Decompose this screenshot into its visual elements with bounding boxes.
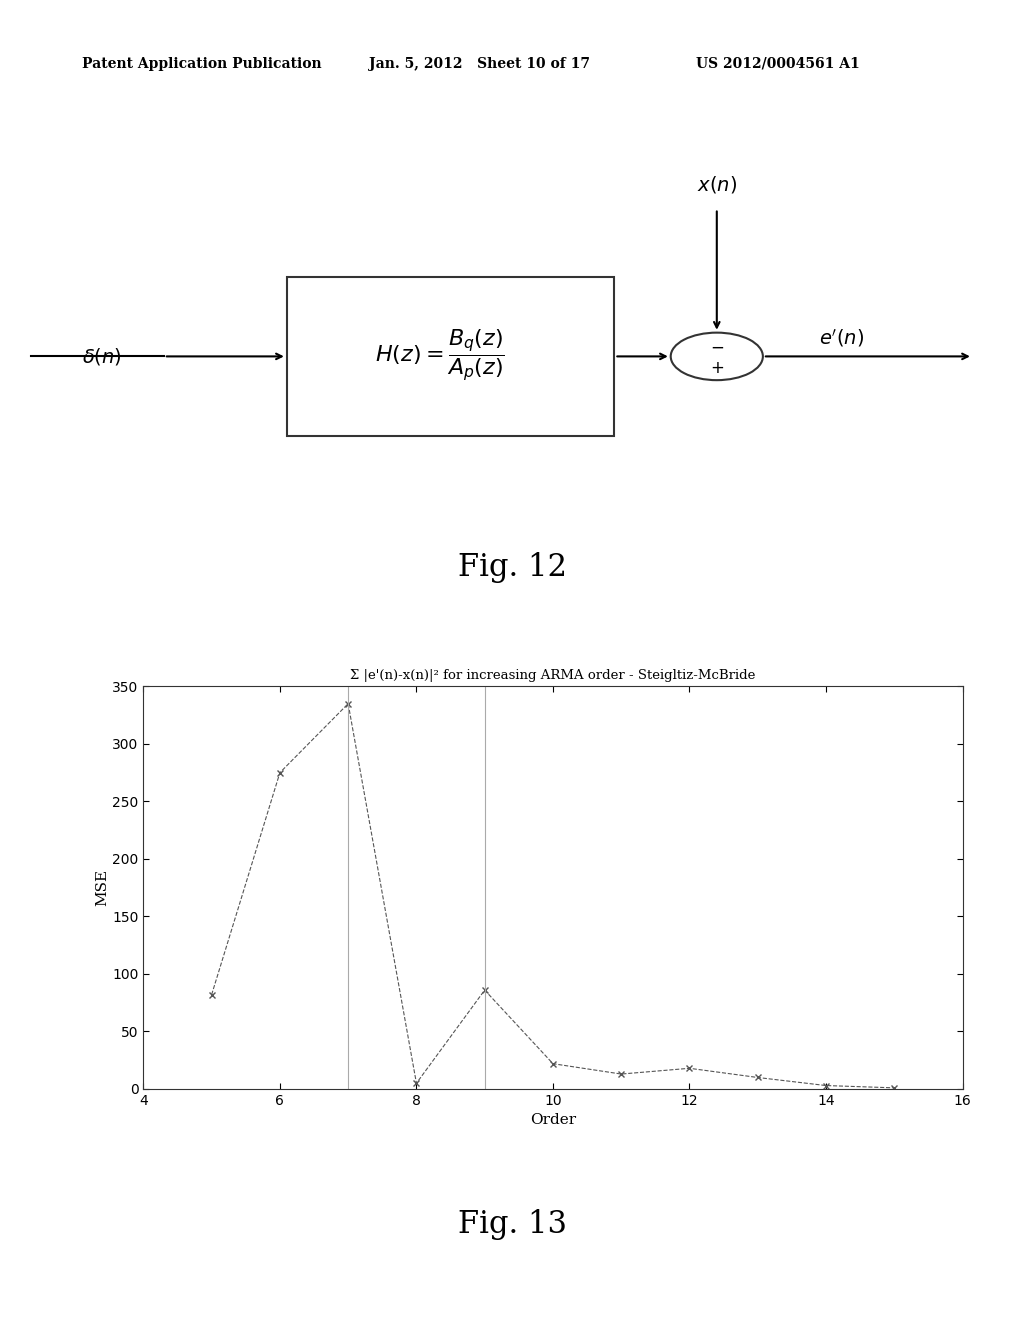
Text: US 2012/0004561 A1: US 2012/0004561 A1 xyxy=(696,57,860,71)
X-axis label: Order: Order xyxy=(529,1113,577,1127)
Text: $+$: $+$ xyxy=(710,359,724,376)
Text: Patent Application Publication: Patent Application Publication xyxy=(82,57,322,71)
Text: $-$: $-$ xyxy=(710,338,724,355)
Text: Fig. 12: Fig. 12 xyxy=(458,552,566,583)
Title: Σ |e'(n)-x(n)|² for increasing ARMA order - Steigltiz-McBride: Σ |e'(n)-x(n)|² for increasing ARMA orde… xyxy=(350,669,756,682)
Text: Fig. 13: Fig. 13 xyxy=(458,1209,566,1241)
Text: Jan. 5, 2012   Sheet 10 of 17: Jan. 5, 2012 Sheet 10 of 17 xyxy=(369,57,590,71)
Bar xyxy=(287,277,614,436)
Text: $x(n)$: $x(n)$ xyxy=(696,174,737,195)
Text: $e'(n)$: $e'(n)$ xyxy=(819,327,864,348)
Y-axis label: MSE: MSE xyxy=(95,869,110,907)
Text: $\delta(n)$: $\delta(n)$ xyxy=(83,346,122,367)
Text: $H(z)=\dfrac{B_q(z)}{A_p(z)}$: $H(z)=\dfrac{B_q(z)}{A_p(z)}$ xyxy=(376,329,505,384)
